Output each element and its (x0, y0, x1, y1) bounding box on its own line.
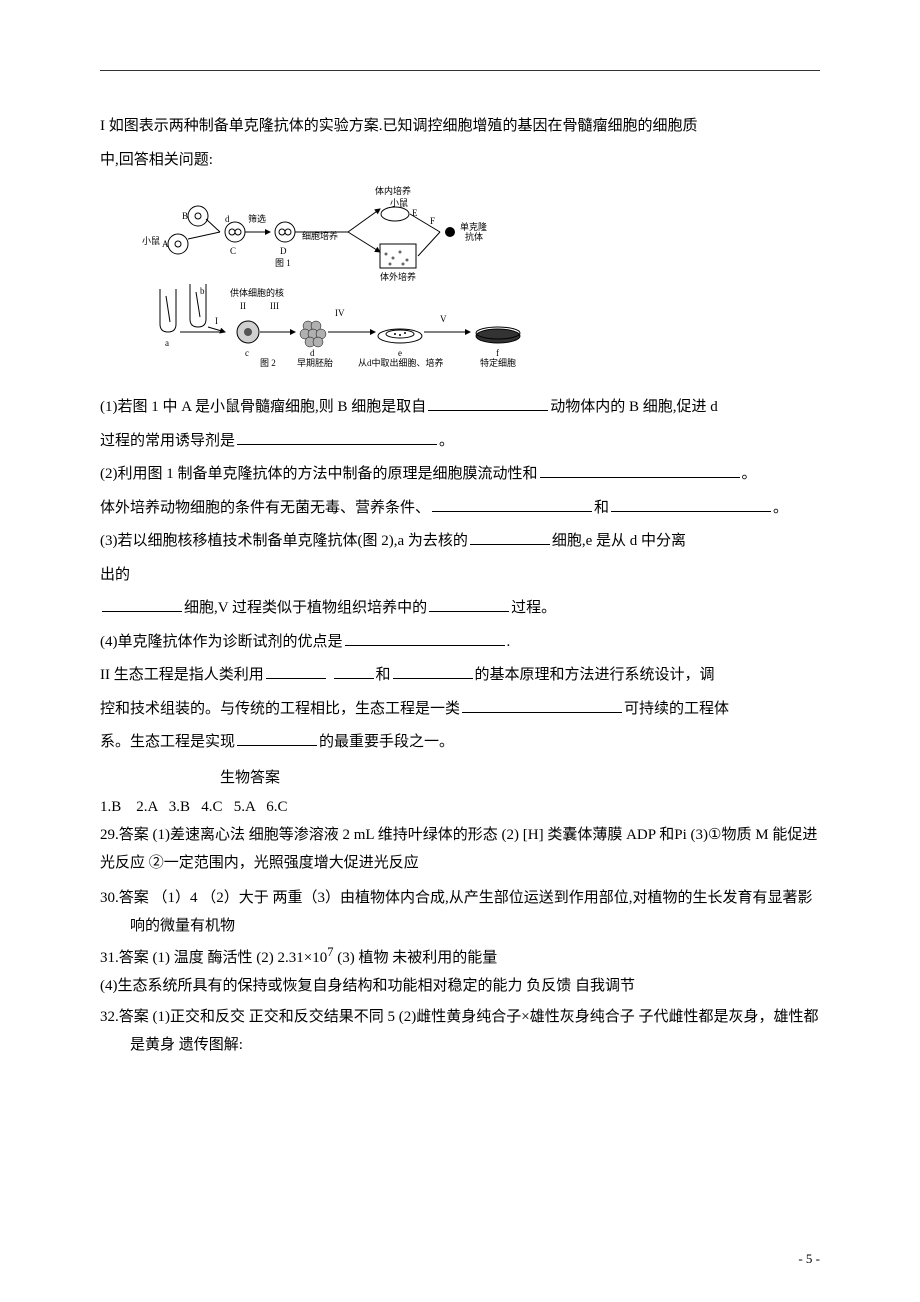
q2-blank-1 (540, 460, 740, 478)
q2-blank-3 (611, 494, 771, 512)
fig2-I: I (215, 316, 218, 326)
q3-text-b: 细胞,e 是从 d 中分离 (552, 533, 686, 549)
fig1-mouse-label: 小鼠 (142, 235, 160, 246)
fig1-C: C (230, 246, 236, 256)
fig2-early-embryo: 早期胚胎 (297, 357, 333, 368)
fig2-V: V (440, 314, 447, 324)
answer-32-text: 32.答案 (1)正交和反交 正交和反交结果不同 5 (2)雌性黄身纯合子×雄性… (100, 1004, 820, 1060)
q1-blank-1 (428, 393, 548, 411)
answer-choices: 1.B 2.A 3.B 4.C 5.A 6.C (100, 794, 820, 822)
q5-blank-1b (334, 661, 374, 679)
fig2-d: d (310, 348, 315, 358)
fig2-specific: 特定细胞 (480, 357, 516, 368)
fig1-in-vitro: 体外培养 (380, 271, 416, 282)
question-3: (3)若以细胞核移植技术制备单克隆抗体(图 2),a 为去核的 细胞,e 是从 d… (100, 526, 820, 558)
answer-31-a: 31.答案 (1) 温度 酶活性 (2) 2.31×10 (100, 950, 327, 966)
q1-text-c: 过程的常用诱导剂是 (100, 433, 235, 449)
q5-blank-1 (266, 661, 326, 679)
fig1-in-vivo: 体内培养 (375, 185, 411, 196)
question-2: (2)利用图 1 制备单克隆抗体的方法中制备的原理是细胞膜流动性和。 (100, 459, 820, 491)
question-5-cont: 控和技术组装的。与传统的工程相比，生态工程是一类 可持续的工程体 (100, 694, 820, 726)
fig2-e-label: 从d中取出细胞、培养 (358, 357, 444, 368)
fig1-mono-ab2: 抗体 (465, 231, 483, 242)
fig1-d-arrow: d (225, 214, 230, 224)
answer-title: 生物答案 (220, 763, 820, 795)
fig2-donor: 供体细胞的核 (230, 287, 284, 298)
answer-30-text: 30.答案 （1）4 （2）大于 两重（3）由植物体内合成,从产生部位运送到作用… (100, 885, 820, 941)
q2-text-b: 体外培养动物细胞的条件有无菌无毒、营养条件、 (100, 500, 430, 516)
q1-text-a: (1)若图 1 中 A 是小鼠骨髓瘤细胞,则 B 细胞是取自 (100, 399, 426, 415)
experiment-diagram: 小鼠 A B d C 筛选 D 细胞培养 体内培养 小鼠 E (130, 184, 550, 384)
answer-32: 32.答案 (1)正交和反交 正交和反交结果不同 5 (2)雌性黄身纯合子×雄性… (100, 1004, 820, 1060)
fig2-IV: IV (335, 308, 345, 318)
q3-text-c: 出的 (100, 567, 130, 583)
fig1-mono-ab1: 单克隆 (460, 221, 487, 232)
fig1-A: A (162, 239, 169, 249)
question-4: (4)单克隆抗体作为诊断试剂的优点是. (100, 627, 820, 659)
answer-31-b: (3) 植物 未被利用的能量 (333, 950, 497, 966)
page-number: - 5 - (798, 1245, 820, 1272)
q1-blank-2 (237, 427, 437, 445)
q5-text-f: 系。生态工程是实现 (100, 734, 235, 750)
fig1-mouse: 小鼠 (390, 197, 408, 208)
q5-blank-2 (393, 661, 473, 679)
q3-text-a: (3)若以细胞核移植技术制备单克隆抗体(图 2),a 为去核的 (100, 533, 468, 549)
question-5-cont2: 系。生态工程是实现 的最重要手段之一。 (100, 727, 820, 759)
question-3-cont2: 细胞,V 过程类似于植物组织培养中的 过程。 (100, 593, 820, 625)
question-1: (1)若图 1 中 A 是小鼠骨髓瘤细胞,则 B 细胞是取自 动物体内的 B 细胞… (100, 392, 820, 424)
answer-31: 31.答案 (1) 温度 酶活性 (2) 2.31×107 (3) 植物 未被利… (100, 941, 820, 973)
q5-text-c: 的基本原理和方法进行系统设计，调 (475, 667, 715, 683)
fig1-label: 图 1 (275, 258, 291, 268)
intro-line-1: I 如图表示两种制备单克隆抗体的实验方案.已知调控细胞增殖的基因在骨髓瘤细胞的细… (100, 111, 820, 143)
q5-text-d: 控和技术组装的。与传统的工程相比，生态工程是一类 (100, 701, 460, 717)
fig2-c: c (245, 348, 249, 358)
fig2-e: e (398, 348, 402, 358)
q5-text-b: 和 (376, 667, 391, 683)
fig1-screening: 筛选 (248, 213, 266, 224)
fig2-a: a (165, 338, 169, 348)
fig1-F: F (430, 216, 435, 226)
q5-text-e: 可持续的工程体 (624, 701, 729, 717)
q3-blank-3 (429, 594, 509, 612)
q2-text-a: (2)利用图 1 制备单克隆抗体的方法中制备的原理是细胞膜流动性和 (100, 466, 538, 482)
question-2-cont: 体外培养动物细胞的条件有无菌无毒、营养条件、和。 (100, 493, 820, 525)
fig2-III: III (270, 301, 279, 311)
fig2-label: 图 2 (260, 358, 276, 368)
answer-30: 30.答案 （1）4 （2）大于 两重（3）由植物体内合成,从产生部位运送到作用… (100, 885, 820, 941)
q5-blank-4 (237, 728, 317, 746)
fig1-B: B (182, 211, 188, 221)
answer-29: 29.答案 (1)差速离心法 细胞等渗溶液 2 mL 维持叶绿体的形态 (2) … (100, 822, 820, 878)
question-3-cont1: 出的 (100, 560, 820, 592)
q3-blank-2 (102, 594, 182, 612)
q4-blank (345, 628, 505, 646)
fig2-f: f (496, 348, 499, 358)
q5-text-g: 的最重要手段之一。 (319, 734, 454, 750)
q1-text-b: 动物体内的 B 细胞,促进 d (550, 399, 718, 415)
intro-line-2: 中,回答相关问题: (100, 145, 820, 177)
q5-text-a: II 生态工程是指人类利用 (100, 667, 264, 683)
answer-31-c: (4)生态系统所具有的保持或恢复自身结构和功能相对稳定的能力 负反馈 自我调节 (100, 973, 820, 1001)
header-divider (100, 70, 820, 71)
question-1-cont: 过程的常用诱导剂是。 (100, 426, 820, 458)
fig1-D: D (280, 246, 287, 256)
q2-text-c: 和 (594, 500, 609, 516)
q3-text-e: 过程。 (511, 600, 556, 616)
q5-blank-3 (462, 695, 622, 713)
question-5: II 生态工程是指人类利用 和 的基本原理和方法进行系统设计，调 (100, 660, 820, 692)
fig2-b: b (200, 286, 205, 296)
q4-text: (4)单克隆抗体作为诊断试剂的优点是 (100, 634, 343, 650)
q3-blank-1 (470, 527, 550, 545)
q2-blank-2 (432, 494, 592, 512)
fig2-II: II (240, 301, 246, 311)
q3-text-d: 细胞,V 过程类似于植物组织培养中的 (184, 600, 427, 616)
